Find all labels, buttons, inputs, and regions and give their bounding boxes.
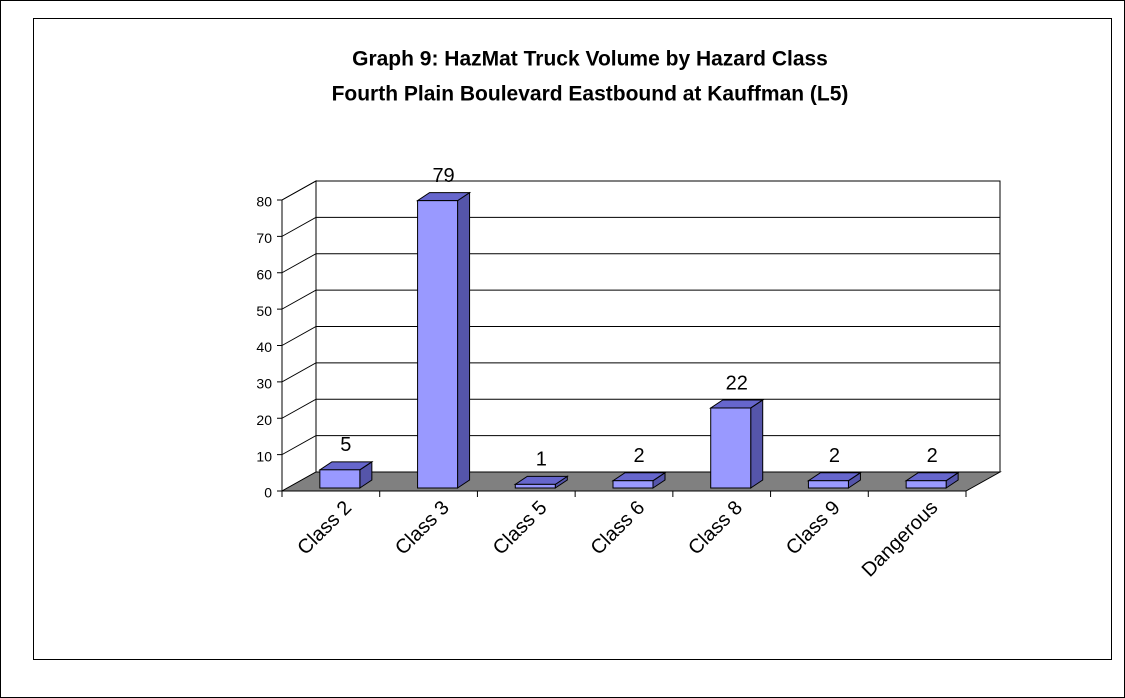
- grid-line: [281, 398, 1000, 419]
- bar: [710, 407, 752, 489]
- data-label: 2: [829, 445, 840, 467]
- data-label: 79: [432, 165, 454, 187]
- grid-line: [281, 435, 1000, 456]
- y-tick-label: 50: [256, 303, 272, 319]
- grid-line: [281, 289, 1000, 310]
- chart-title: Graph 9: HazMat Truck Volume by Hazard C…: [352, 48, 828, 71]
- grid-line: [281, 326, 1000, 346]
- grid-line: [281, 216, 1000, 237]
- y-tick-label: 20: [256, 412, 272, 428]
- grid-line: [281, 362, 1000, 383]
- y-tick-label: 0: [264, 485, 272, 501]
- data-label: 1: [536, 449, 547, 471]
- y-tick-label: 40: [256, 339, 272, 355]
- bar: [807, 480, 849, 489]
- data-label: 5: [340, 434, 351, 456]
- bar-side: [750, 399, 764, 489]
- y-tick-label: 10: [256, 448, 272, 464]
- bar: [514, 483, 556, 489]
- bar-side: [457, 191, 471, 489]
- y-tick-label: 80: [256, 194, 272, 210]
- bar: [905, 480, 947, 489]
- y-tick-label: 30: [256, 376, 272, 392]
- chart-subtitle: Fourth Plain Boulevard Eastbound at Kauf…: [332, 83, 849, 106]
- y-tick-label: 70: [256, 230, 272, 246]
- data-label: 2: [927, 445, 938, 467]
- data-label: 2: [633, 445, 644, 467]
- bar: [417, 200, 459, 489]
- grid-line: [281, 253, 1000, 274]
- grid-line: [281, 180, 1000, 201]
- bar: [612, 480, 654, 489]
- bar: [319, 469, 361, 489]
- data-label: 22: [726, 372, 748, 394]
- y-tick-label: 60: [256, 266, 272, 282]
